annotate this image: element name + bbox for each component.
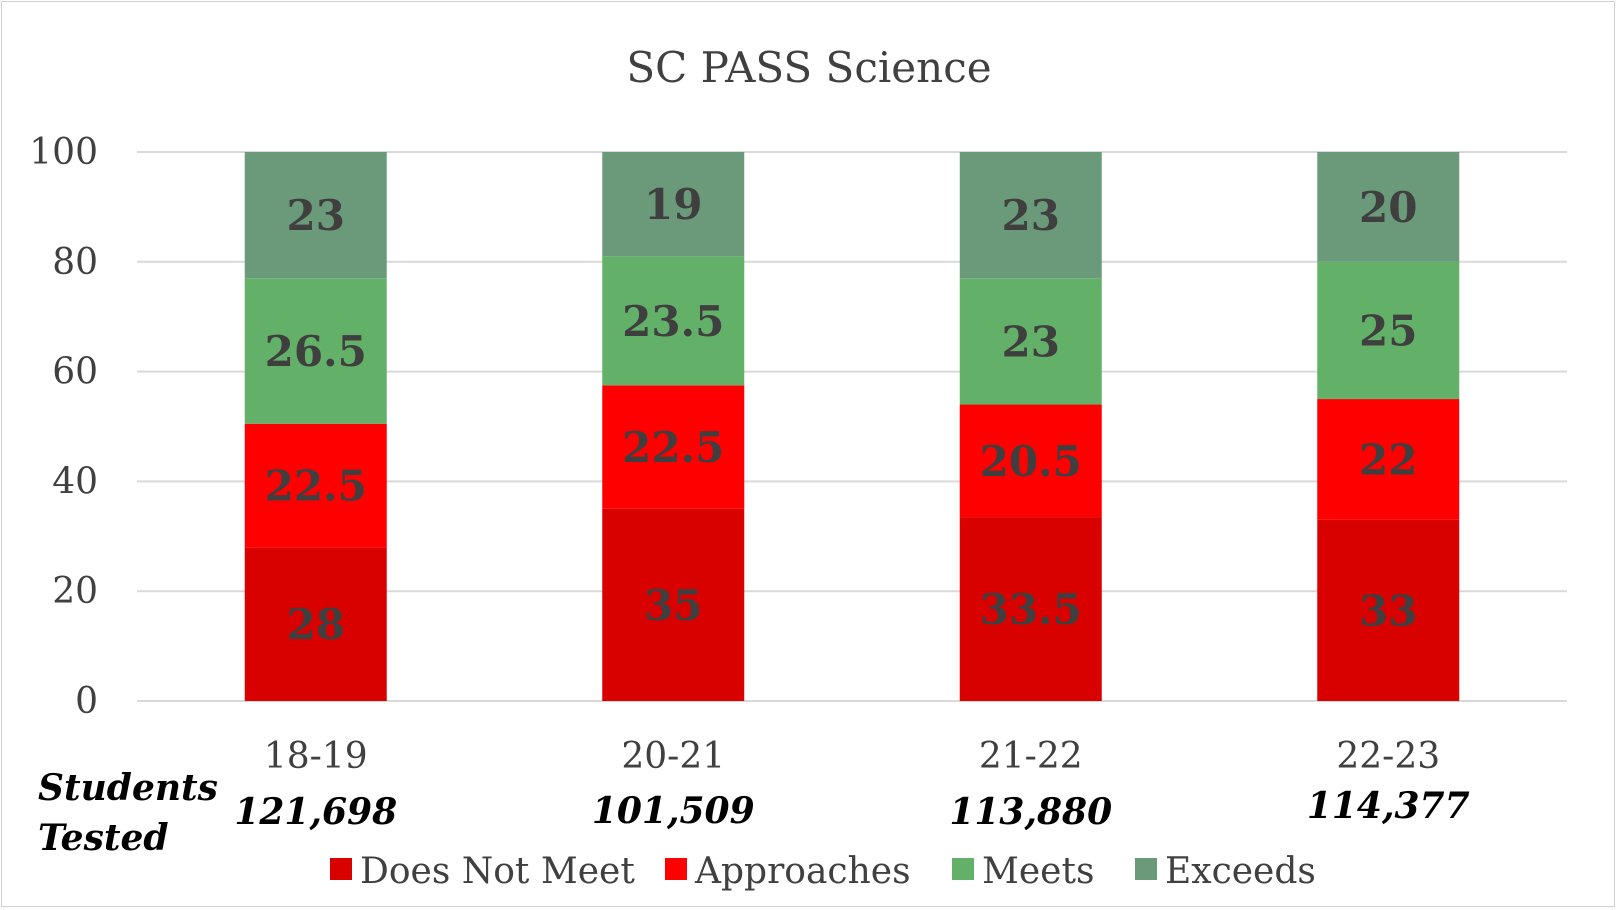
data-label: 26.5 — [265, 327, 367, 376]
bar-segment-exceeds — [244, 152, 387, 279]
x-tick-label: 18-19 — [264, 736, 368, 777]
data-label: 23 — [287, 191, 345, 240]
data-label: 20.5 — [980, 437, 1082, 486]
data-label: 19 — [644, 180, 702, 229]
data-labels: 28 22.5 26.5 23 35 22.5 23.5 19 33.5 20.5 23 23 33 22… — [265, 180, 1418, 649]
bar-segment-approaches — [244, 423, 387, 548]
students-tested-label-line1: Students — [38, 767, 218, 809]
y-tick-label: 40 — [52, 461, 98, 502]
data-label: 23 — [1002, 191, 1060, 240]
students-tested-value: 101,509 — [592, 790, 755, 832]
data-label: 23.5 — [622, 297, 724, 346]
bar-segment-meets — [1317, 261, 1460, 400]
data-label: 23 — [1002, 317, 1060, 366]
y-tick-label: 20 — [52, 571, 98, 612]
data-label: 28 — [287, 600, 345, 649]
y-axis-ticks: 0 20 40 60 80 100 — [29, 132, 98, 722]
bar-segment-meets — [244, 278, 387, 424]
legend-swatch — [330, 858, 352, 880]
legend-swatch — [1135, 858, 1157, 880]
y-tick-label: 100 — [29, 132, 98, 173]
legend: Does Not Meet Approaches Meets Exceeds — [330, 851, 1316, 892]
bar-segment-approaches — [602, 385, 745, 509]
y-tick-label: 80 — [52, 242, 98, 283]
bar-segment-approaches — [959, 404, 1102, 518]
students-tested-value: 114,377 — [1307, 785, 1470, 827]
data-label: 22 — [1359, 435, 1417, 484]
students-tested-value: 121,698 — [234, 791, 397, 833]
bar-segment-meets — [959, 278, 1102, 405]
data-label: 22.5 — [622, 423, 724, 472]
chart-title: SC PASS Science — [626, 43, 991, 92]
legend-swatch — [952, 858, 974, 880]
bar-segment-does-not-meet — [959, 517, 1102, 701]
legend-label: Does Not Meet — [360, 851, 635, 892]
bar-segment-does-not-meet — [244, 547, 387, 701]
x-axis-ticks: 18-19 20-21 21-22 22-23 — [264, 736, 1440, 777]
bar-segment-does-not-meet — [1317, 519, 1460, 701]
data-label: 33 — [1359, 586, 1417, 635]
bar-segment-exceeds — [602, 152, 745, 257]
legend-swatch — [665, 858, 687, 880]
data-label: 20 — [1359, 183, 1417, 232]
legend-label: Exceeds — [1165, 851, 1316, 892]
x-tick-label: 21-22 — [979, 736, 1083, 777]
bar-segment-exceeds — [1317, 152, 1460, 262]
bar-segment-exceeds — [959, 152, 1102, 279]
students-tested-values: 121,698 101,509 113,880 114,377 — [234, 785, 1469, 833]
y-tick-label: 0 — [75, 681, 98, 722]
x-tick-label: 22-23 — [1336, 736, 1440, 777]
legend-label: Approaches — [694, 851, 911, 892]
bar-stacks — [244, 152, 1460, 701]
students-tested-value: 113,880 — [949, 791, 1112, 833]
y-tick-label: 60 — [52, 352, 98, 393]
data-label: 25 — [1359, 306, 1417, 355]
data-label: 35 — [644, 581, 702, 630]
data-label: 22.5 — [265, 462, 367, 511]
x-tick-label: 20-21 — [621, 736, 725, 777]
legend-label: Meets — [982, 851, 1094, 892]
students-tested-label-line2: Tested — [38, 817, 169, 859]
bar-segment-approaches — [1317, 399, 1460, 520]
bar-segment-does-not-meet — [602, 508, 745, 701]
bar-segment-meets — [602, 256, 745, 386]
data-label: 33.5 — [980, 585, 1082, 634]
